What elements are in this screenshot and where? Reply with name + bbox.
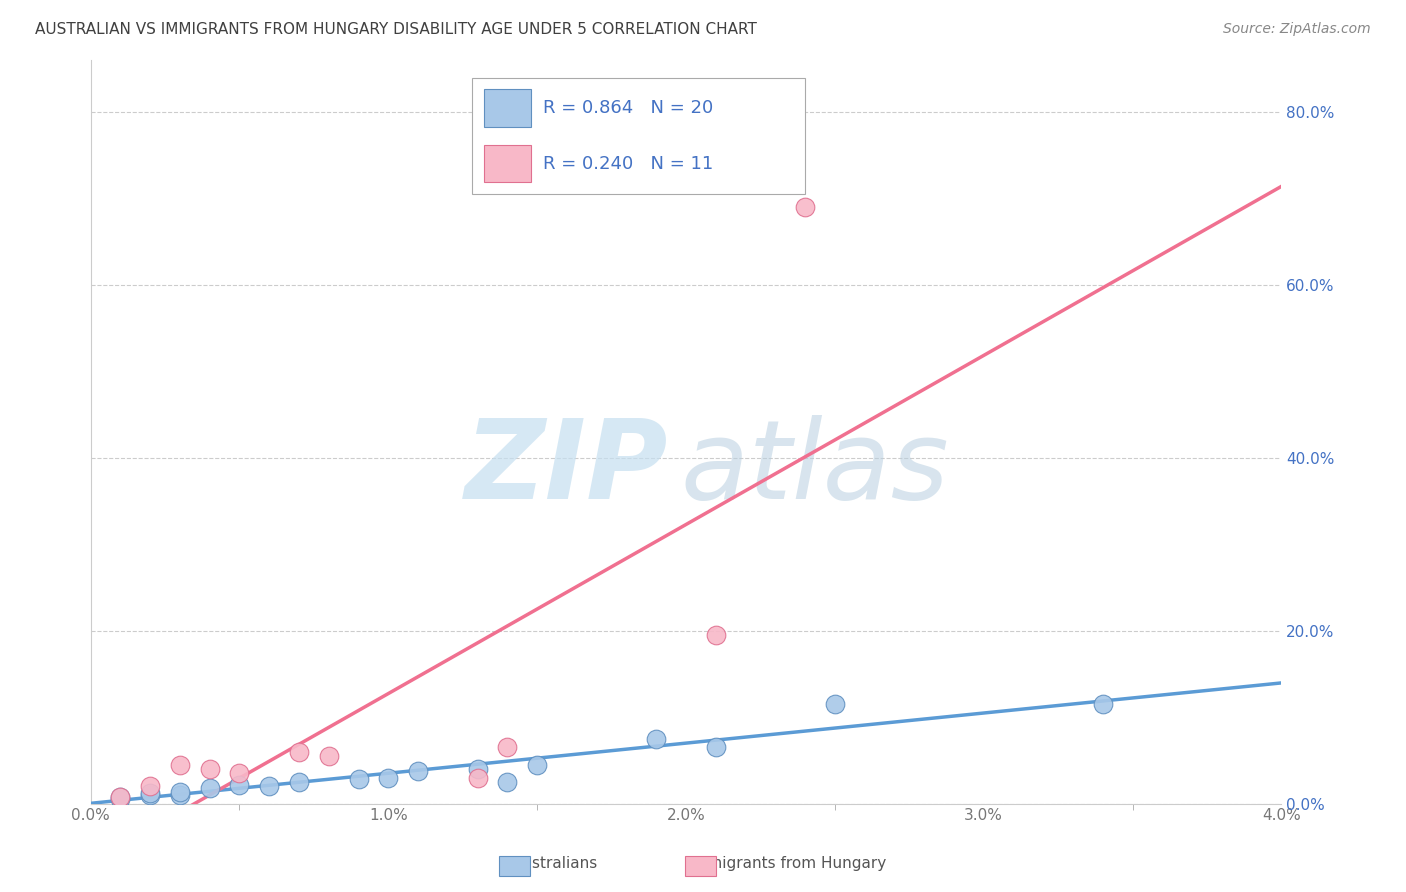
Point [794, 200, 817, 214]
Point [257, 780, 280, 794]
Point [288, 745, 311, 759]
Point [169, 784, 191, 798]
Text: Australians: Australians [513, 856, 598, 871]
Text: Immigrants from Hungary: Immigrants from Hungary [688, 856, 887, 871]
Point [704, 628, 727, 642]
Point [288, 775, 311, 789]
Point [406, 764, 429, 778]
Point [704, 740, 727, 755]
Point [318, 749, 340, 764]
Point [228, 766, 250, 780]
Point [645, 731, 668, 746]
Point [110, 789, 132, 804]
Point [169, 757, 191, 772]
Point [228, 778, 250, 792]
Point [198, 762, 221, 776]
Bar [484, 89, 531, 127]
Text: ZIP: ZIP [464, 416, 668, 523]
Point [467, 771, 489, 785]
Point [110, 792, 132, 806]
Point [824, 697, 846, 711]
Point [110, 789, 132, 804]
Point [496, 740, 519, 755]
Bar [484, 145, 531, 182]
Point [526, 757, 548, 772]
Point [198, 780, 221, 795]
Point [1091, 697, 1114, 711]
Point [139, 788, 162, 802]
Text: atlas: atlas [681, 416, 949, 523]
Point [496, 775, 519, 789]
Point [467, 762, 489, 776]
Point [139, 786, 162, 800]
Text: R = 0.864   N = 20: R = 0.864 N = 20 [543, 99, 713, 117]
Point [377, 771, 399, 785]
Point [139, 780, 162, 794]
Point [347, 772, 370, 787]
Text: Source: ZipAtlas.com: Source: ZipAtlas.com [1223, 22, 1371, 37]
Text: AUSTRALIAN VS IMMIGRANTS FROM HUNGARY DISABILITY AGE UNDER 5 CORRELATION CHART: AUSTRALIAN VS IMMIGRANTS FROM HUNGARY DI… [35, 22, 756, 37]
Point [169, 788, 191, 802]
FancyBboxPatch shape [471, 78, 806, 194]
Text: R = 0.240   N = 11: R = 0.240 N = 11 [543, 155, 713, 173]
